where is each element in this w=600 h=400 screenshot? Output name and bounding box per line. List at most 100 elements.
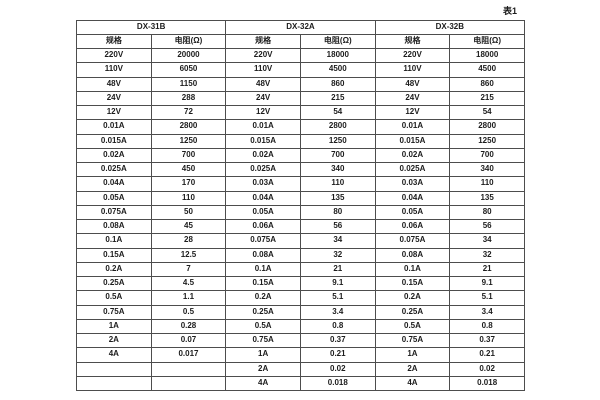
table-row: 0.075A 50 0.05A 80 0.05A 80: [76, 204, 525, 221]
spec-cell: 0.05A: [374, 204, 451, 221]
spec-cell: 0.2A: [76, 261, 152, 278]
spec-cell: 48V: [374, 76, 451, 92]
resistance-cell: 1250: [150, 133, 227, 149]
resistance-cell: 45: [150, 218, 227, 235]
resistance-cell: 340: [449, 161, 525, 178]
resistance-cell: [150, 375, 227, 392]
spec-cell: 48V: [225, 76, 301, 92]
group-header-dx32a: DX-32A: [225, 20, 376, 35]
resistance-cell: 3.4: [449, 304, 525, 320]
table-row: 0.025A 450 0.025A 340 0.025A 340: [76, 161, 525, 178]
table-row: 0.5A 1.1 0.2A 5.1 0.2A 5.1: [76, 290, 525, 306]
resistance-cell: 700: [299, 147, 376, 164]
col-header-spec-dx32a: 规格: [225, 34, 301, 49]
spec-cell: [76, 361, 152, 377]
resistance-cell: 34: [299, 233, 376, 249]
table-row: 0.1A 28 0.075A 34 0.075A 34: [76, 233, 525, 249]
table-row: 24V 288 24V 215 24V 215: [76, 90, 525, 107]
spec-cell: 0.15A: [76, 247, 152, 263]
table-row: 0.08A 45 0.06A 56 0.06A 56: [76, 218, 525, 235]
spec-cell: 110V: [225, 62, 301, 78]
resistance-cell: 110: [150, 190, 227, 206]
resistance-cell: 860: [299, 76, 376, 92]
spec-cell: 0.5A: [76, 290, 152, 306]
table-row: 2A 0.02 2A 0.02: [76, 361, 525, 377]
spec-cell: 0.5A: [225, 318, 301, 335]
resistance-cell: 7: [150, 261, 227, 278]
spec-cell: 24V: [76, 90, 152, 107]
spec-cell: 0.75A: [76, 304, 152, 320]
table-row: 12V 72 12V 54 12V 54: [76, 104, 525, 121]
resistance-cell: 0.018: [449, 375, 525, 392]
resistance-cell: 32: [449, 247, 525, 263]
spec-cell: 0.04A: [225, 190, 301, 206]
resistance-cell: 28: [150, 233, 227, 249]
spec-cell: 0.25A: [374, 304, 451, 320]
resistance-cell: 9.1: [299, 275, 376, 292]
spec-cell: 220V: [76, 47, 152, 64]
table-row: 4A 0.017 1A 0.21 1A 0.21: [76, 347, 525, 363]
spec-cell: 4A: [374, 375, 451, 392]
resistance-cell: 110: [299, 176, 376, 192]
resistance-cell: 0.018: [299, 375, 376, 392]
resistance-cell: 6050: [150, 62, 227, 78]
spec-cell: 0.03A: [374, 176, 451, 192]
spec-cell: 0.02A: [225, 147, 301, 164]
resistance-cell: 288: [150, 90, 227, 107]
spec-cell: 0.2A: [374, 290, 451, 306]
resistance-cell: 50: [150, 204, 227, 221]
resistance-cell: 135: [449, 190, 525, 206]
resistance-cell: 170: [150, 176, 227, 192]
table-row: 0.75A 0.5 0.25A 3.4 0.25A 3.4: [76, 304, 525, 320]
spec-cell: 0.15A: [374, 275, 451, 292]
resistance-cell: 700: [150, 147, 227, 164]
spec-cell: 0.08A: [76, 218, 152, 235]
resistance-cell: 1150: [150, 76, 227, 92]
spec-cell: 0.04A: [374, 190, 451, 206]
resistance-cell: 860: [449, 76, 525, 92]
spec-cell: 1A: [225, 347, 301, 363]
resistance-cell: 9.1: [449, 275, 525, 292]
resistance-cell: 4.5: [150, 275, 227, 292]
spec-cell: 0.1A: [374, 261, 451, 278]
col-header-spec-dx32b: 规格: [374, 34, 451, 49]
spec-cell: 0.01A: [76, 119, 152, 135]
spec-cell: 24V: [225, 90, 301, 107]
spec-cell: 0.075A: [225, 233, 301, 249]
resistance-cell: 0.017: [150, 347, 227, 363]
resistance-cell: 0.37: [299, 332, 376, 349]
spec-cell: [76, 375, 152, 392]
table-row: 0.15A 12.5 0.08A 32 0.08A 32: [76, 247, 525, 263]
table-row: 220V 20000 220V 18000 220V 18000: [76, 47, 525, 64]
resistance-cell: 4500: [299, 62, 376, 78]
spec-cell: 0.01A: [374, 119, 451, 135]
resistance-cell: 450: [150, 161, 227, 178]
spec-cell: 0.025A: [225, 161, 301, 178]
spec-cell: 0.25A: [76, 275, 152, 292]
spec-cell: 0.08A: [374, 247, 451, 263]
table-row: 0.01A 2800 0.01A 2800 0.01A 2800: [76, 119, 525, 135]
resistance-cell: 5.1: [449, 290, 525, 306]
col-header-resistance-dx32b: 电阻(Ω): [449, 34, 525, 49]
spec-cell: 110V: [76, 62, 152, 78]
resistance-cell: 0.37: [449, 332, 525, 349]
table-row: 0.04A 170 0.03A 110 0.03A 110: [76, 176, 525, 192]
resistance-cell: 0.8: [449, 318, 525, 335]
table-row: 0.2A 7 0.1A 21 0.1A 21: [76, 261, 525, 278]
spec-cell: 220V: [225, 47, 301, 64]
resistance-cell: 1.1: [150, 290, 227, 306]
spec-cell: 0.06A: [225, 218, 301, 235]
resistance-cell: [150, 361, 227, 377]
resistance-cell: 0.07: [150, 332, 227, 349]
spec-table: DX-31B DX-32A DX-32B 规格 电阻(Ω) 规格 电阻(Ω) 规…: [75, 20, 526, 392]
resistance-cell: 72: [150, 104, 227, 121]
spec-cell: 0.075A: [76, 204, 152, 221]
spec-cell: 0.1A: [225, 261, 301, 278]
resistance-cell: 4500: [449, 62, 525, 78]
resistance-cell: 700: [449, 147, 525, 164]
resistance-cell: 215: [299, 90, 376, 107]
spec-cell: 0.15A: [225, 275, 301, 292]
table-row: 0.05A 110 0.04A 135 0.04A 135: [76, 190, 525, 206]
spec-cell: 24V: [374, 90, 451, 107]
spec-cell: 1A: [374, 347, 451, 363]
